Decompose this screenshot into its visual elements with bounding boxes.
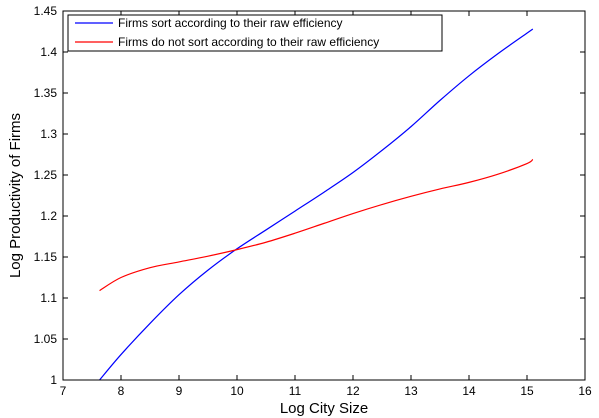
legend-label-unsorted: Firms do not sort according to their raw… <box>118 35 379 49</box>
tick-layer: 7 8 9 10 11 12 13 14 15 16 1 1.05 1.1 1.15 1.2 1.25 1.3 1… <box>34 4 592 398</box>
x-tick-label: 16 <box>578 384 592 398</box>
x-tick-label: 9 <box>176 384 183 398</box>
x-tick-label: 10 <box>230 384 244 398</box>
y-tick-label: 1.2 <box>40 209 57 223</box>
x-tick-label: 12 <box>346 384 360 398</box>
legend-box <box>67 14 443 52</box>
plot-frame <box>62 10 586 381</box>
y-tick-label: 1.35 <box>34 86 58 100</box>
series-line-sorted <box>99 28 534 381</box>
x-tick-label: 13 <box>404 384 418 398</box>
x-axis-label: Log City Size <box>280 400 368 417</box>
legend-label-sorted: Firms sort according to their raw effici… <box>118 16 343 30</box>
y-tick-label: 1.45 <box>34 4 58 18</box>
y-axis-label: Log Productivity of Firms <box>7 113 24 278</box>
plot-layer <box>99 28 534 381</box>
x-tick-label: 15 <box>520 384 534 398</box>
x-tick-label: 14 <box>462 384 476 398</box>
x-tick-label: 11 <box>289 384 302 398</box>
y-tick-label: 1.1 <box>40 291 57 305</box>
y-tick-label: 1.15 <box>34 250 58 264</box>
y-tick-label: 1.4 <box>40 45 57 59</box>
y-tick-label: 1 <box>50 373 57 387</box>
x-tick-label: 8 <box>118 384 125 398</box>
y-tick-label: 1.05 <box>34 332 58 346</box>
series-line-unsorted <box>99 158 534 292</box>
y-tick-label: 1.3 <box>40 127 57 141</box>
x-tick-label: 7 <box>60 384 67 398</box>
y-tick-label: 1.25 <box>34 168 58 182</box>
legend: Firms sort according to their raw effici… <box>67 14 443 52</box>
